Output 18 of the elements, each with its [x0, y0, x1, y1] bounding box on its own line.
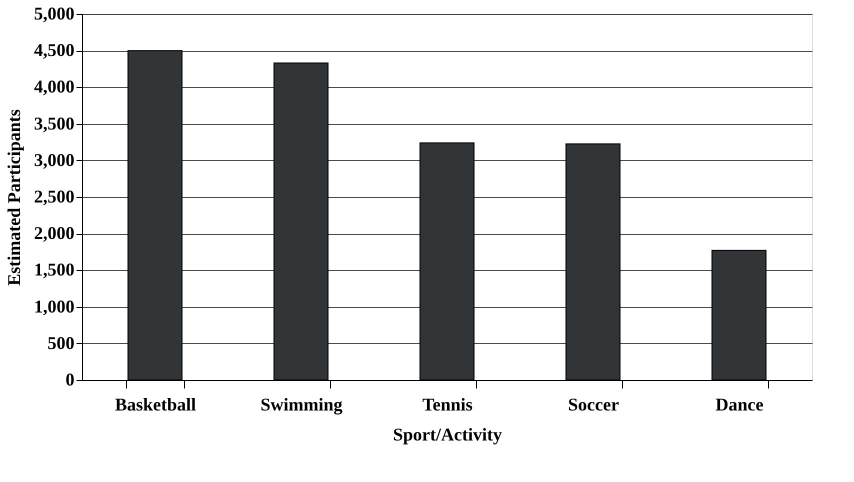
y-tick-label: 4,500: [34, 40, 74, 60]
x-tick-label: Dance: [716, 394, 764, 414]
y-tick-label: 4,000: [34, 76, 74, 97]
x-tick-label: Tennis: [422, 394, 473, 414]
y-tick-label: 1,000: [34, 296, 74, 316]
y-tick-label: 0: [66, 370, 74, 390]
x-tick-label: Soccer: [568, 394, 619, 414]
y-tick-label: 5,000: [34, 4, 74, 24]
x-tick-label: Basketball: [114, 394, 196, 414]
x-axis-title: Sport/Activity: [393, 424, 502, 444]
y-tick-label: 1,500: [34, 260, 74, 280]
y-tick-label: 3,500: [34, 113, 74, 134]
y-tick-label: 2,000: [34, 223, 74, 244]
y-axis-title: Estimated Participants: [4, 109, 24, 286]
y-tick-label: 500: [48, 332, 74, 353]
y-tick-label: 3,000: [34, 150, 74, 170]
x-tick-label: Swimming: [260, 394, 343, 414]
y-tick-label: 2,500: [34, 186, 74, 206]
